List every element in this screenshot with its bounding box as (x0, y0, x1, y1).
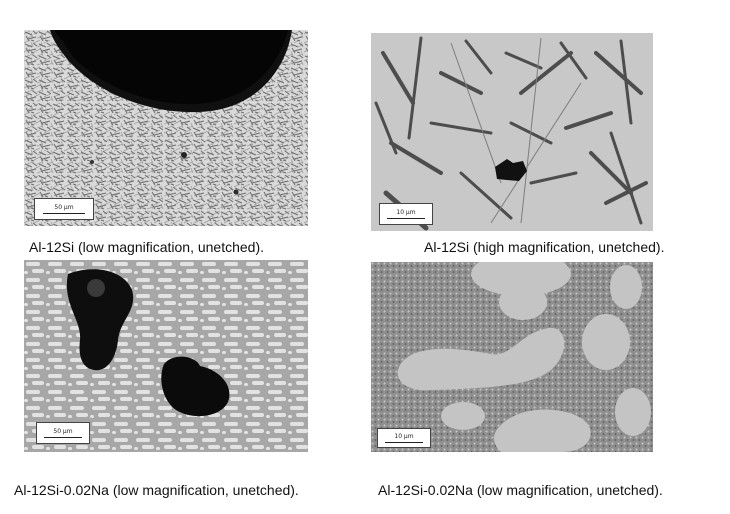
micrograph-al12si-na-low: 50 µm (24, 260, 308, 452)
scale-bar-label: 50 µm (54, 204, 74, 211)
scale-bar: 50 µm (36, 422, 90, 444)
scale-bar: 10 µm (377, 428, 431, 448)
scale-bar-label: 10 µm (394, 433, 414, 440)
caption-al12si-high: Al-12Si (high magnification, unetched). (424, 239, 665, 255)
caption-al12si-low: Al-12Si (low magnification, unetched). (29, 239, 265, 255)
micrograph-al12si-na-low-2: 10 µm (371, 262, 653, 452)
scale-bar-label: 10 µm (396, 209, 416, 216)
scale-bar: 50 µm (34, 198, 94, 220)
caption-al12si-na-low: Al-12Si-0.02Na (low magnification, unetc… (14, 482, 299, 498)
scale-bar-label: 50 µm (53, 428, 73, 435)
caption-al12si-na-low-2: Al-12Si-0.02Na (low magnification, unetc… (378, 482, 663, 498)
micrograph-al12si-low: 50 µm (24, 30, 308, 226)
micrograph-al12si-high: 10 µm (371, 33, 653, 231)
scale-bar: 10 µm (379, 203, 433, 225)
